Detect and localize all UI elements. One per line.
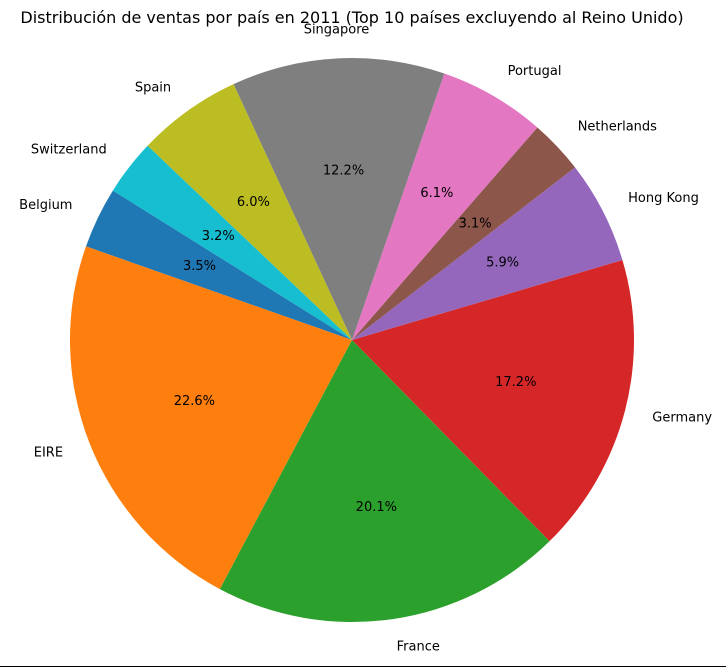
- pie-slice-netherlands: [352, 127, 576, 340]
- category-label-switzerland: Switzerland: [31, 143, 107, 158]
- pie-slice-spain: [147, 84, 352, 341]
- percent-label-singapore: 12.2%: [323, 164, 364, 179]
- category-label-portugal: Portugal: [508, 64, 562, 79]
- pie-slice-france: [219, 340, 550, 622]
- pie-slice-portugal: [352, 73, 538, 340]
- category-label-eire: EIRE: [34, 445, 63, 460]
- pie-slice-switzerland: [112, 145, 352, 340]
- percent-label-belgium: 3.5%: [183, 259, 216, 274]
- category-label-spain: Spain: [135, 80, 171, 95]
- pie-slice-germany: [352, 260, 634, 542]
- category-label-belgium: Belgium: [19, 198, 72, 213]
- category-label-hong-kong: Hong Kong: [628, 191, 699, 206]
- percent-label-spain: 6.0%: [237, 195, 270, 210]
- category-label-germany: Germany: [652, 410, 712, 425]
- pie-slice-singapore: [233, 58, 445, 340]
- percent-label-france: 20.1%: [356, 500, 397, 515]
- percent-label-portugal: 6.1%: [420, 186, 453, 201]
- pie-category-labels: Belgium EIRE France Germany Hong Kong Netherl…: [19, 23, 712, 655]
- percent-label-germany: 17.2%: [495, 375, 536, 390]
- pie-percent-labels: 3.5% 22.6% 20.1% 17.2% 5.9% 3.1% 6.1% 12.2% 6.0%…: [174, 164, 537, 515]
- pie-slice-belgium: [85, 190, 352, 340]
- category-label-netherlands: Netherlands: [578, 120, 657, 135]
- chart-title: Distribución de ventas por país en 2011 …: [20, 8, 683, 27]
- percent-label-netherlands: 3.1%: [459, 216, 492, 231]
- category-label-france: France: [397, 639, 440, 654]
- category-label-singapore: Singapore: [304, 23, 370, 38]
- percent-label-eire: 22.6%: [174, 394, 215, 409]
- pie-slice-eire: [70, 246, 353, 590]
- bottom-border: [0, 666, 726, 667]
- pie-slices: [70, 58, 634, 622]
- percent-label-switzerland: 3.2%: [202, 229, 235, 244]
- pie-slice-hong-kong: [352, 167, 623, 340]
- percent-label-hong-kong: 5.9%: [486, 255, 519, 270]
